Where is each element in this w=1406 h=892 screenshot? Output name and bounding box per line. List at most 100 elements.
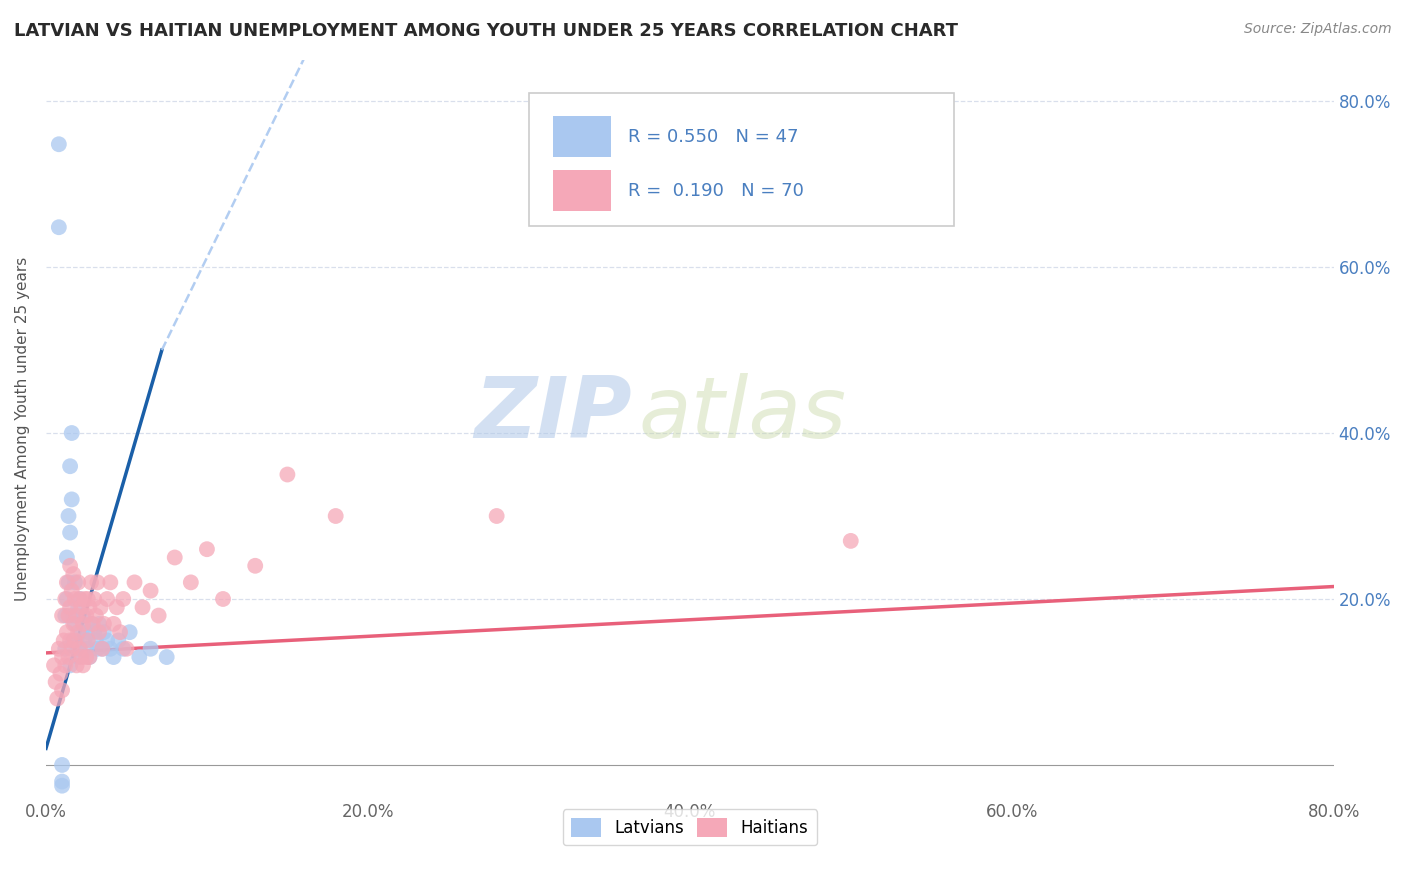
Text: R = 0.550   N = 47: R = 0.550 N = 47 <box>628 128 799 145</box>
Point <box>69 592 91 607</box>
Point <box>53 641 76 656</box>
Text: LATVIAN VS HAITIAN UNEMPLOYMENT AMONG YOUTH UNDER 25 YEARS CORRELATION CHART: LATVIAN VS HAITIAN UNEMPLOYMENT AMONG YO… <box>14 22 957 40</box>
Point <box>60 583 83 598</box>
Point <box>79 650 101 665</box>
Point <box>103 616 125 631</box>
Point <box>103 650 125 665</box>
Point <box>79 600 101 615</box>
Point <box>91 641 114 656</box>
Point <box>276 467 298 482</box>
Point <box>139 641 162 656</box>
Point <box>60 641 83 656</box>
Point <box>51 683 73 698</box>
Point <box>83 625 105 640</box>
Point <box>62 567 84 582</box>
Point <box>59 658 82 673</box>
Point <box>82 616 104 631</box>
Point <box>105 600 128 615</box>
Point <box>67 641 90 656</box>
Point <box>131 600 153 615</box>
Point <box>112 592 135 607</box>
Point <box>80 616 103 631</box>
Point <box>485 508 508 523</box>
Point <box>59 459 82 474</box>
Point <box>76 633 98 648</box>
Point <box>58 508 80 523</box>
Point <box>59 600 82 615</box>
Point <box>98 575 121 590</box>
Point <box>84 608 107 623</box>
Point <box>87 616 110 631</box>
Point <box>45 675 67 690</box>
Point <box>124 575 146 590</box>
Point <box>96 592 118 607</box>
Point <box>60 425 83 440</box>
Point <box>107 633 129 648</box>
Point <box>51 650 73 665</box>
Point <box>118 625 141 640</box>
Point <box>108 625 131 640</box>
Point <box>87 625 110 640</box>
Y-axis label: Unemployment Among Youth under 25 years: Unemployment Among Youth under 25 years <box>15 257 30 601</box>
Point <box>84 633 107 648</box>
Point <box>58 608 80 623</box>
Point <box>98 641 121 656</box>
Point <box>148 608 170 623</box>
Point <box>56 592 79 607</box>
Point <box>53 592 76 607</box>
Point <box>67 625 90 640</box>
Point <box>53 608 76 623</box>
Point <box>180 575 202 590</box>
Point <box>63 616 86 631</box>
Point <box>75 608 97 623</box>
Point <box>56 550 79 565</box>
Point <box>93 616 115 631</box>
Point <box>195 542 218 557</box>
Point <box>69 592 91 607</box>
Point <box>48 641 70 656</box>
FancyBboxPatch shape <box>554 116 612 157</box>
Point <box>46 691 69 706</box>
Point <box>42 658 65 673</box>
Point <box>62 633 84 648</box>
Point <box>49 666 72 681</box>
Point <box>79 650 101 665</box>
Point <box>51 608 73 623</box>
Point <box>75 650 97 665</box>
Point <box>93 625 115 640</box>
Point <box>72 608 94 623</box>
Point <box>163 550 186 565</box>
Point <box>58 650 80 665</box>
FancyBboxPatch shape <box>554 170 612 211</box>
Point <box>80 575 103 590</box>
Point <box>139 583 162 598</box>
Point <box>76 625 98 640</box>
Point <box>128 650 150 665</box>
Point <box>73 592 96 607</box>
Point <box>245 558 267 573</box>
Point <box>59 633 82 648</box>
Point <box>65 608 87 623</box>
Text: Source: ZipAtlas.com: Source: ZipAtlas.com <box>1244 22 1392 37</box>
Point <box>51 758 73 772</box>
Point <box>51 779 73 793</box>
Point <box>91 641 114 656</box>
Point <box>156 650 179 665</box>
Point <box>67 600 90 615</box>
Point <box>63 575 86 590</box>
Point <box>70 625 93 640</box>
Point <box>212 592 235 607</box>
Point <box>59 525 82 540</box>
Point <box>73 633 96 648</box>
Point <box>53 658 76 673</box>
Point <box>76 592 98 607</box>
Point <box>62 608 84 623</box>
Point <box>56 625 79 640</box>
Legend: Latvians, Haitians: Latvians, Haitians <box>562 809 817 846</box>
Point <box>839 533 862 548</box>
Point <box>65 658 87 673</box>
Point <box>63 592 86 607</box>
Point <box>48 220 70 235</box>
Point <box>70 600 93 615</box>
Point <box>70 650 93 665</box>
